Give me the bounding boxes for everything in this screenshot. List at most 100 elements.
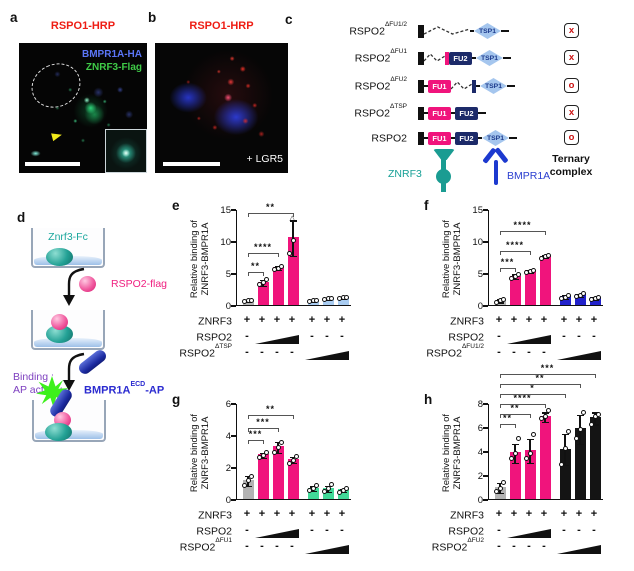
connector-line: [472, 57, 476, 59]
data-point: [512, 450, 518, 456]
sig-bracket: [500, 414, 530, 416]
sig-label: ***: [248, 429, 263, 439]
rspo2-protein: [79, 276, 96, 292]
panel-label: f: [424, 198, 429, 213]
increasing-dose-wedge: [255, 529, 299, 538]
tsp1-diamond: [474, 23, 501, 39]
x-row-cell: -: [290, 540, 294, 552]
sig-bracket-end: [248, 428, 250, 432]
sig-bracket: [500, 374, 595, 376]
data-point: [577, 426, 583, 432]
x-row-cell: -: [325, 524, 329, 536]
panel-label: e: [172, 198, 180, 213]
lgr5-condition-label: + LGR5: [246, 153, 283, 165]
sig-bracket-end: [248, 415, 250, 420]
sig-bracket: [500, 424, 515, 426]
data-point: [562, 445, 568, 451]
x-row-cell: -: [275, 540, 279, 552]
y-tick-label: 15: [220, 204, 231, 216]
fu2-domain: FU2: [455, 131, 478, 145]
sig-label: **: [265, 404, 275, 415]
panel-b-micrograph: + LGR5: [155, 43, 288, 173]
x-axis-row: RSPO2ΔFU2- - - -: [418, 537, 634, 556]
x-row-cell: +: [258, 508, 266, 520]
sig-label: ****: [253, 241, 272, 252]
sig-label: ****: [505, 239, 524, 250]
y-tick-mark: [483, 241, 488, 243]
sig-bracket-end: [500, 268, 502, 273]
x-row-cell: -: [275, 346, 279, 358]
x-row-cell: +: [510, 314, 518, 326]
x-row-cell: -: [527, 540, 531, 552]
y-axis-label: Relative binding of ZNRF3-BMPR1A: [189, 413, 212, 493]
tail-line: [478, 112, 486, 114]
x-row-cell: +: [510, 508, 518, 520]
bar: [337, 489, 349, 499]
bar: [589, 417, 601, 499]
error-bar-cap: [591, 424, 599, 426]
znrf3-fc-protein: [46, 325, 73, 343]
construct-domains: FU1 FU2: [418, 104, 486, 122]
data-point: [530, 267, 536, 273]
tail-line: [509, 137, 517, 139]
x-row-cell: -: [592, 524, 596, 536]
y-tick-mark: [231, 499, 236, 501]
tsp1-diamond: [480, 78, 507, 94]
sig-label: *: [530, 382, 535, 393]
arrow-down-icon: [63, 267, 85, 306]
x-row-cell: -: [527, 346, 531, 358]
bar: [287, 237, 299, 305]
construct-row: RSPO2ΔFU1 FU2 TSP1 x: [285, 48, 634, 67]
y-tick-mark: [483, 403, 488, 405]
x-row-cell: -: [245, 540, 249, 552]
error-bar-cap: [576, 414, 584, 417]
fu2-domain: FU2: [455, 106, 478, 120]
sig-bracket: [500, 393, 565, 395]
x-row-cell: +: [540, 314, 548, 326]
error-bar-cap: [511, 462, 519, 465]
y-tick-mark: [231, 273, 236, 275]
sig-bracket-end: [263, 440, 265, 444]
bar: [524, 449, 536, 499]
ternary-result-o: o: [564, 130, 579, 145]
x-row-cell: +: [288, 314, 296, 326]
fu2-domain: FU2: [449, 51, 472, 65]
sig-bracket: [500, 268, 515, 270]
sig-label: **: [265, 201, 275, 212]
connector-line: [424, 112, 428, 114]
x-row-cell: -: [497, 346, 501, 358]
x-axis-row: RSPO2- - - -: [166, 524, 416, 540]
data-point: [293, 454, 299, 460]
data-point: [263, 450, 269, 456]
construct-domains: FU2 TSP1: [418, 49, 511, 67]
bmpr1a-ecd-ap-label: BMPR1AECD-AP: [84, 381, 164, 397]
fu1-domain: FU1: [428, 131, 451, 145]
error-bar-cap: [526, 438, 534, 441]
data-point: [290, 457, 296, 463]
sig-bracket-end: [500, 393, 502, 398]
connector-line: [478, 137, 482, 139]
x-row-cell: -: [340, 524, 344, 536]
error-bar-cap: [591, 412, 599, 414]
sig-label: ***: [500, 257, 515, 268]
sig-bracket-end: [278, 252, 280, 257]
sig-label: ****: [513, 393, 532, 403]
x-row-cell: -: [260, 540, 264, 552]
x-row-cell: -: [592, 330, 596, 342]
x-row-label: RSPO2ΔFU2: [431, 537, 484, 554]
arrow-down-icon: [63, 352, 85, 391]
x-row-label: RSPO2ΔFU1: [179, 537, 232, 554]
x-axis-row: RSPO2- - - -: [166, 330, 416, 346]
data-point: [245, 478, 251, 484]
bar: [574, 294, 586, 305]
tsp1-domain: TSP1: [480, 78, 507, 94]
error-bar-cap: [561, 298, 569, 301]
sig-label: ****: [513, 220, 532, 231]
connector-line: [424, 137, 428, 139]
construct-row: RSPO2ΔTSP FU1 FU2 x: [285, 103, 634, 122]
inset-zoom-image: [105, 129, 147, 173]
ternary-line1: Ternary: [552, 153, 590, 165]
y-tick-label: 4: [477, 446, 483, 458]
fu1-domain: FU1: [428, 106, 451, 120]
increasing-dose-wedge: [557, 545, 601, 554]
